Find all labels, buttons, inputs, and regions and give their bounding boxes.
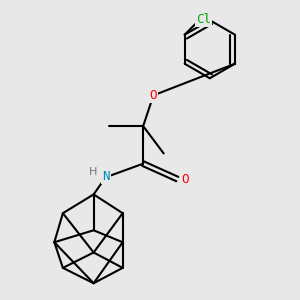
- Text: H: H: [88, 167, 97, 176]
- Text: O: O: [181, 173, 189, 186]
- Text: O: O: [150, 89, 157, 102]
- Text: N: N: [102, 170, 109, 183]
- Text: Cl: Cl: [196, 13, 211, 26]
